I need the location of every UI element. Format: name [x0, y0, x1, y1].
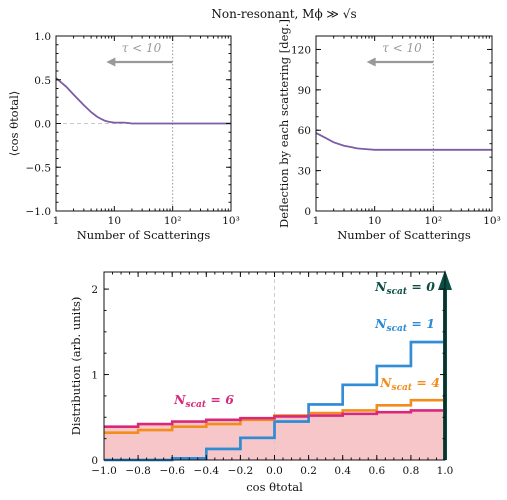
y-tick-label: −1.0 — [26, 206, 52, 218]
series-label-1: Nscat = 1 — [374, 316, 435, 334]
y-tick-label: −0.5 — [26, 162, 52, 174]
x-tick-label: −1.0 — [91, 465, 117, 477]
annotation-label: τ < 10 — [122, 41, 162, 55]
x-tick-label: 10³ — [222, 215, 240, 227]
x-tick-label: 0.2 — [300, 465, 317, 477]
y-tick-label: 1 — [91, 370, 98, 382]
x-tick-label: 0.4 — [334, 465, 351, 477]
y-tick-label: 90 — [298, 85, 311, 97]
y-axis-label: ⟨cos θtotal⟩ — [7, 91, 21, 157]
x-tick-label: −0.4 — [194, 465, 220, 477]
plot-frame — [315, 35, 493, 212]
x-tick-label: 1 — [313, 215, 320, 227]
x-tick-label: 0.8 — [403, 465, 420, 477]
y-tick-label: 0.5 — [34, 75, 51, 87]
y-axis-label: Deflection by each scattering [deg.] — [277, 19, 291, 228]
x-tick-label: 1.0 — [437, 465, 454, 477]
x-axis-label: cos θtotal — [246, 480, 303, 494]
annotation-label: τ < 10 — [382, 41, 422, 55]
panel-deflection: τ < 10 1 10 10² 10³ 0 30 60 90 120 Number of Scatt… — [277, 19, 501, 242]
x-tick-label: −0.6 — [159, 465, 185, 477]
series-line-0 — [55, 77, 231, 125]
annotation-arrow-head — [106, 57, 116, 67]
x-tick-label: −0.8 — [125, 465, 151, 477]
x-tick-label: −0.2 — [228, 465, 254, 477]
x-axis-label: Number of Scatterings — [337, 228, 471, 242]
annotation-arrow-head — [366, 57, 376, 67]
step-line-series-3 — [104, 409, 445, 428]
y-tick-label: 0 — [91, 455, 98, 467]
series-label-0: Nscat = 0 — [374, 279, 435, 297]
y-tick-label: 0.0 — [34, 119, 51, 131]
x-tick-label: 10² — [425, 215, 443, 227]
panel-distribution: −1.0 −0.8 −0.6 −0.4 −0.2 0.0 0.2 0.4 0.6 0.8 1.0 0 1… — [69, 270, 453, 494]
y-tick-label: 60 — [298, 125, 311, 137]
panel-mean-cos: τ < 10 1 10 10² 10³ −1.0 −0.5 0.0 0.5 1.0 Number o… — [7, 31, 240, 242]
x-tick-label: 10 — [108, 215, 121, 227]
y-tick-label: 0 — [304, 206, 311, 218]
x-tick-label: 10³ — [483, 215, 501, 227]
x-axis-label: Number of Scatterings — [77, 228, 211, 242]
y-tick-label: 1.0 — [34, 31, 51, 43]
y-tick-label: 120 — [291, 44, 311, 56]
y-tick-label: 2 — [91, 284, 98, 296]
figure-title: Non-resonant, Mϕ ≫ √s — [211, 7, 356, 21]
y-tick-label: 30 — [298, 166, 311, 178]
x-tick-label: 1 — [53, 215, 60, 227]
x-tick-label: 0.6 — [368, 465, 385, 477]
series-line-0 — [315, 132, 492, 151]
x-tick-label: 10² — [164, 215, 182, 227]
x-tick-label: 0.0 — [266, 465, 283, 477]
series-label-3: Nscat = 6 — [173, 392, 234, 410]
x-tick-label: 10 — [368, 215, 381, 227]
series-label-2: Nscat = 4 — [379, 375, 440, 393]
y-axis-label: Distribution (arb. units) — [69, 297, 83, 436]
